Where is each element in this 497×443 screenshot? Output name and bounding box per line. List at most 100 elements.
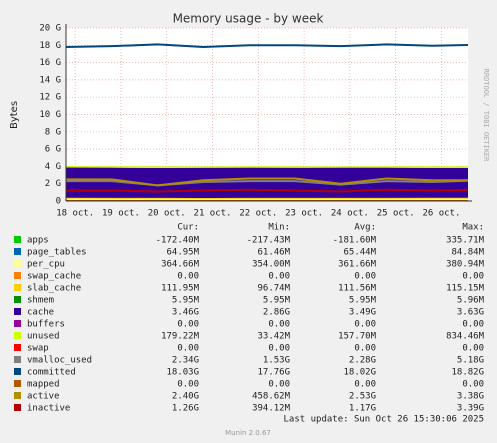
stat-value: 380.94M (446, 260, 485, 270)
stat-value: 0.00 (354, 380, 376, 390)
y-tick-label: 14 G (39, 75, 61, 85)
y-tick-label: 4 G (45, 162, 61, 172)
legend-label: cache (27, 308, 54, 318)
stat-value: 0.00 (268, 380, 290, 390)
stat-value: -217.43M (247, 236, 291, 246)
series-line (66, 188, 468, 193)
stat-value: 179.22M (161, 332, 200, 342)
y-tick-label: 10 G (39, 110, 61, 120)
stat-value: 0.00 (177, 380, 199, 390)
stat-value: 3.38G (457, 392, 484, 402)
legend-label: per_cpu (27, 260, 65, 270)
stat-value: -181.60M (333, 236, 377, 246)
stat-value: 458.62M (252, 392, 291, 402)
legend-label: inactive (27, 404, 70, 414)
stat-value: 0.00 (177, 272, 199, 282)
legend-swatch (14, 404, 21, 411)
legend-swatch (14, 296, 21, 303)
stat-value: 0.00 (354, 272, 376, 282)
stat-value: 1.17G (349, 404, 376, 414)
stat-value: 0.00 (177, 344, 199, 354)
stacked-area (66, 197, 468, 199)
legend-swatch (14, 248, 21, 255)
legend-label: shmem (27, 296, 54, 306)
x-tick-label: 24 oct. (331, 209, 369, 219)
legend-swatch (14, 356, 21, 363)
x-tick-label: 25 oct. (377, 209, 415, 219)
stacked-area (66, 166, 468, 169)
y-tick-label: 16 G (39, 58, 61, 68)
stat-value: 0.00 (354, 344, 376, 354)
y-tick-label: 6 G (45, 145, 61, 155)
side-text: RRDTOOL / TOBI OETIKER (482, 69, 490, 163)
stat-value: 3.63G (457, 308, 484, 318)
stat-value: 111.56M (338, 284, 377, 294)
stat-value: 3.49G (349, 308, 376, 318)
legend-label: active (27, 392, 60, 402)
stat-value: 5.18G (457, 356, 484, 366)
legend-label: page_tables (27, 248, 87, 258)
stat-value: 2.40G (172, 392, 199, 402)
legend-swatch (14, 368, 21, 375)
legend-swatch (14, 380, 21, 387)
footer: Munin 2.0.67 (225, 429, 271, 437)
stat-value: 84.84M (451, 248, 484, 258)
y-tick-label: 0 (56, 197, 61, 207)
stat-value: 0.00 (268, 344, 290, 354)
stat-value: 3.46G (172, 308, 199, 318)
x-tick-label: 21 oct. (194, 209, 232, 219)
stat-value: 0.00 (354, 320, 376, 330)
stat-value: 0.00 (462, 272, 484, 282)
legend-swatch (14, 272, 21, 279)
stat-header: Min: (268, 223, 290, 233)
legend-swatch (14, 332, 21, 339)
stat-value: 64.95M (166, 248, 199, 258)
stat-value: 1.53G (263, 356, 290, 366)
stat-value: 0.00 (462, 380, 484, 390)
legend-label: swap_cache (27, 272, 81, 282)
stat-value: 335.71M (446, 236, 485, 246)
legend-label: buffers (27, 320, 65, 330)
stat-value: 17.76G (257, 368, 290, 378)
stat-value: 96.74M (257, 284, 290, 294)
legend-swatch (14, 284, 21, 291)
chart-title: Memory usage - by week (173, 12, 324, 26)
stat-header: Max: (462, 223, 484, 233)
stat-value: 354.00M (252, 260, 291, 270)
stat-value: 3.39G (457, 404, 484, 414)
stat-value: 0.00 (462, 320, 484, 330)
stat-value: 0.00 (268, 320, 290, 330)
y-tick-label: 18 G (39, 41, 61, 51)
x-tick-label: 23 oct. (285, 209, 323, 219)
stat-value: 33.42M (257, 332, 290, 342)
legend-swatch (14, 260, 21, 267)
stat-value: 18.82G (451, 368, 484, 378)
stat-value: 2.53G (349, 392, 376, 402)
series-line (66, 177, 468, 187)
stat-value: 115.15M (446, 284, 485, 294)
stat-value: 0.00 (268, 272, 290, 282)
stat-value: 65.44M (343, 248, 376, 258)
stat-value: 361.66M (338, 260, 377, 270)
stat-value: 157.70M (338, 332, 377, 342)
stat-header: Cur: (177, 223, 199, 233)
stat-value: 2.86G (263, 308, 290, 318)
stat-value: 5.95M (349, 296, 377, 306)
stat-value: 5.95M (172, 296, 200, 306)
stat-value: 18.02G (343, 368, 376, 378)
stat-value: 111.95M (161, 284, 200, 294)
legend-swatch (14, 308, 21, 315)
stat-value: 834.46M (446, 332, 485, 342)
legend-label: vmalloc_used (27, 356, 92, 366)
stat-value: 394.12M (252, 404, 291, 414)
last-update: Last update: Sun Oct 26 15:30:06 2025 (284, 415, 484, 425)
y-tick-label: 2 G (45, 179, 61, 189)
stat-value: 2.28G (349, 356, 376, 366)
x-tick-label: 22 oct. (239, 209, 277, 219)
x-tick-label: 26 oct. (422, 209, 460, 219)
y-tick-label: 8 G (45, 127, 61, 137)
x-tick-label: 20 oct. (148, 209, 186, 219)
stat-value: 18.03G (166, 368, 199, 378)
stat-value: 1.26G (172, 404, 199, 414)
stat-value: -172.40M (156, 236, 200, 246)
